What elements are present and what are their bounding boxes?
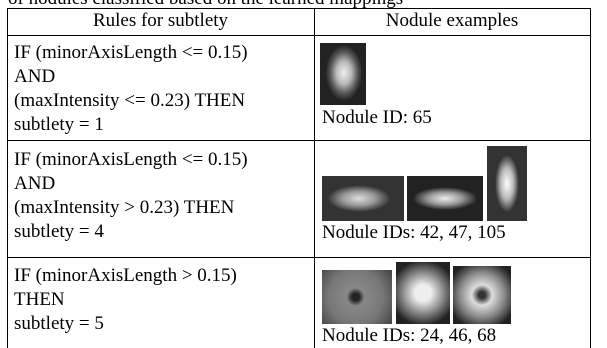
nodule-image bbox=[322, 176, 404, 221]
rule-text: IF (minorAxisLength <= 0.15) AND (maxInt… bbox=[14, 41, 248, 137]
table-border bbox=[590, 8, 591, 348]
table-border bbox=[7, 257, 591, 258]
rule-text: IF (minorAxisLength > 0.15) THEN subtlet… bbox=[14, 264, 237, 336]
nodule-image bbox=[396, 262, 450, 324]
table-border bbox=[7, 140, 591, 141]
rule-line: (maxIntensity <= 0.23) THEN bbox=[14, 89, 248, 113]
table-border bbox=[7, 8, 591, 9]
nodule-caption: Nodule IDs: 42, 47, 105 bbox=[322, 222, 506, 244]
nodule-caption: Nodule IDs: 24, 46, 68 bbox=[322, 325, 496, 347]
rule-line: AND bbox=[14, 172, 248, 196]
rule-line: IF (minorAxisLength <= 0.15) bbox=[14, 148, 248, 172]
nodule-image bbox=[320, 43, 366, 105]
rule-line: (maxIntensity > 0.23) THEN bbox=[14, 196, 248, 220]
rule-line: subtlety = 4 bbox=[14, 220, 248, 244]
rule-line: IF (minorAxisLength <= 0.15) bbox=[14, 41, 248, 65]
nodule-image bbox=[407, 176, 483, 221]
table-border bbox=[7, 8, 8, 348]
nodule-image bbox=[322, 270, 392, 324]
column-header: Nodule examples bbox=[314, 10, 590, 32]
column-header: Rules for subtlety bbox=[7, 10, 314, 32]
page: {"caption": "of nodules classified based… bbox=[0, 0, 607, 348]
nodule-image bbox=[487, 146, 527, 221]
nodule-caption: Nodule ID: 65 bbox=[322, 107, 432, 129]
rule-line: subtlety = 1 bbox=[14, 113, 248, 137]
rule-line: THEN bbox=[14, 288, 237, 312]
rule-text: IF (minorAxisLength <= 0.15) AND (maxInt… bbox=[14, 148, 248, 244]
table-border bbox=[314, 8, 315, 348]
table-border bbox=[7, 35, 591, 36]
nodule-image bbox=[453, 266, 511, 324]
rule-line: IF (minorAxisLength > 0.15) bbox=[14, 264, 237, 288]
rule-line: subtlety = 5 bbox=[14, 312, 237, 336]
rule-line: AND bbox=[14, 65, 248, 89]
